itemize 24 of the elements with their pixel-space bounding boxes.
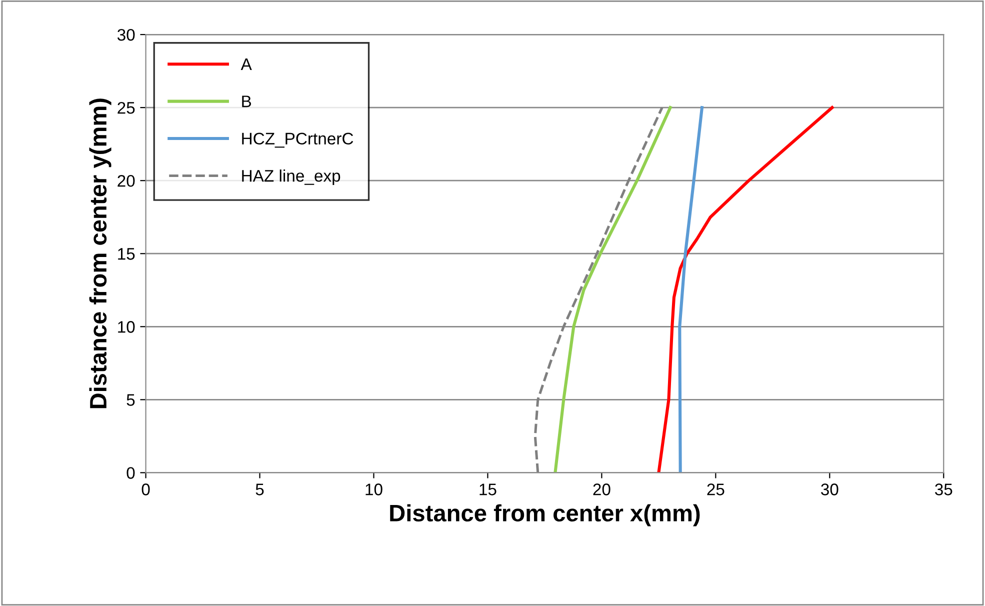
x-tick-label: 25 — [707, 484, 724, 496]
x-tick-label: 15 — [480, 484, 496, 496]
legend-label: HAZ line_exp — [242, 169, 340, 186]
x-tick-label: 10 — [366, 484, 382, 496]
y-axis-title: Distance from center y(mm) — [89, 98, 112, 408]
x-axis-title: Distance from center x(mm) — [390, 504, 700, 526]
x-tick-label: 30 — [821, 484, 838, 496]
y-tick-label: 0 — [126, 467, 135, 479]
legend-label: A — [240, 58, 252, 70]
y-tick-label: 20 — [118, 174, 135, 187]
y-tick-label: 30 — [117, 28, 135, 41]
x-tick-label: 0 — [142, 484, 150, 496]
x-tick-label: 20 — [593, 484, 610, 496]
y-tick-label: 25 — [118, 102, 135, 114]
legend-label: B — [242, 96, 252, 108]
y-tick-label: 5 — [126, 394, 135, 406]
line-series — [678, 106, 704, 473]
x-tick-label: 35 — [934, 484, 952, 496]
line-series — [657, 106, 834, 473]
y-tick-label: 10 — [118, 321, 135, 333]
line-series — [554, 106, 672, 473]
x-tick-label: 5 — [256, 484, 264, 496]
legend-label: HCZ_PCrtnerC — [242, 132, 354, 148]
y-tick-label: 15 — [118, 248, 135, 260]
